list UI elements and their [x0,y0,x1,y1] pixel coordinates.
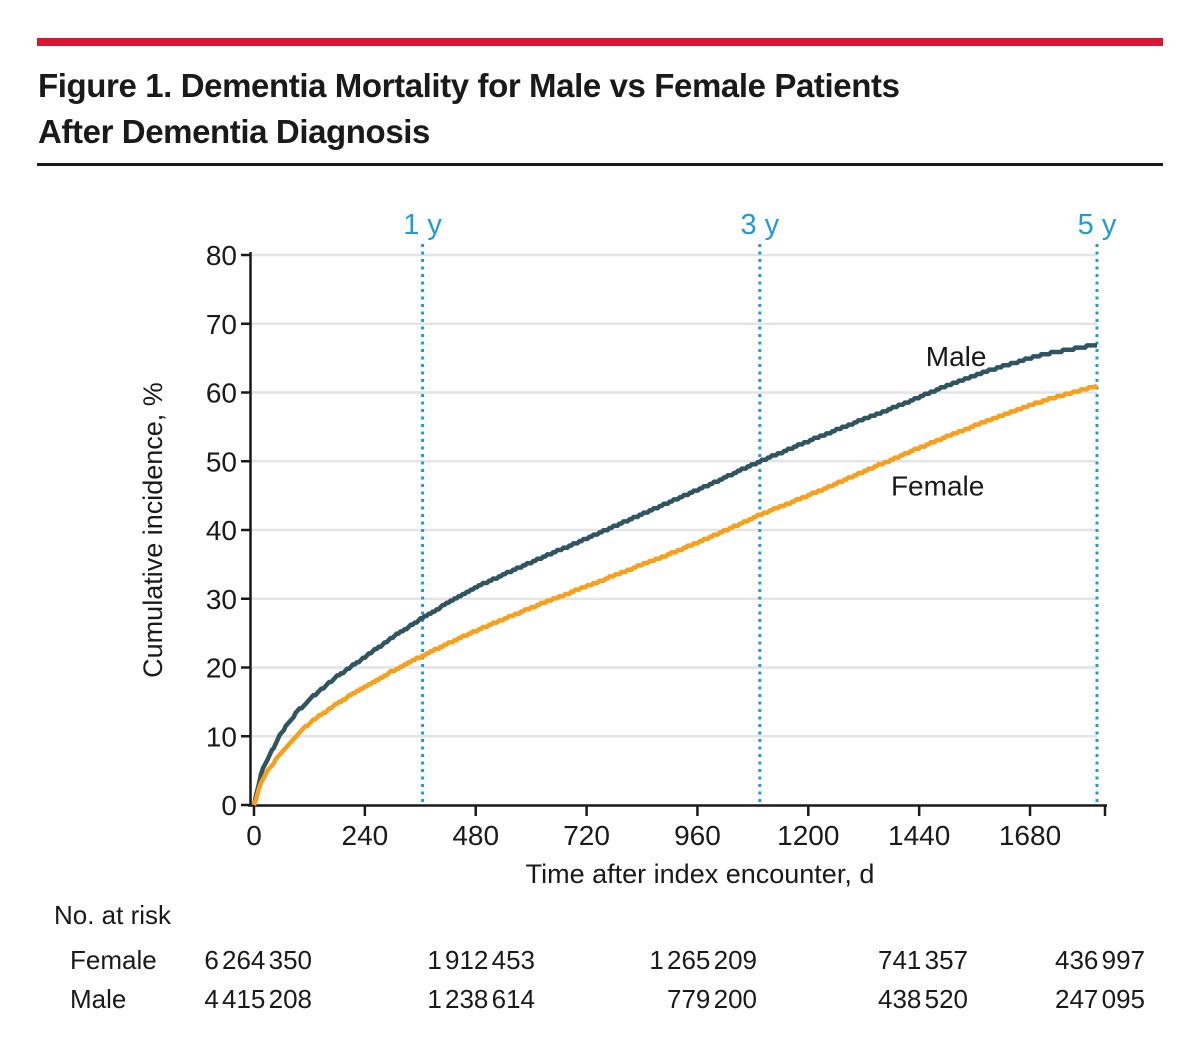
risk-value: 1 238 614 [427,984,535,1014]
risk-value: 741 357 [878,945,968,975]
risk-value: 247 095 [1055,984,1145,1014]
risk-value: 438 520 [878,984,968,1014]
risk-value: 436 997 [1055,945,1145,975]
risk-row-label: Male [70,984,127,1014]
figure-title: Figure 1. Dementia Mortality for Male vs… [38,63,1138,155]
risk-value: 1 912 453 [427,945,535,975]
risk-value: 6 264 350 [204,945,312,975]
risk-table-header: No. at risk [54,900,172,930]
figure-title-line1: Figure 1. Dementia Mortality for Male vs… [38,67,900,104]
figure-title-line2: After Dementia Diagnosis [38,113,430,150]
accent-bar [37,38,1163,46]
title-divider [37,163,1163,166]
risk-value: 779 200 [667,984,757,1014]
risk-row-label: Female [70,945,157,975]
risk-value: 1 265 209 [649,945,757,975]
risk-value: 4 415 208 [204,984,312,1014]
